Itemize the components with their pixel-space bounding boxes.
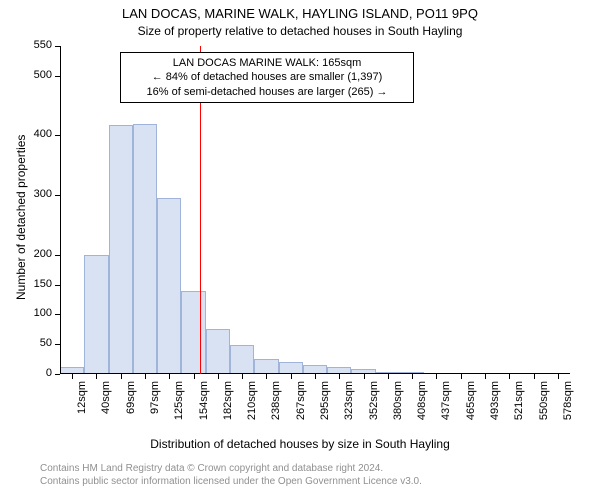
y-tick bbox=[55, 255, 60, 256]
x-tick-label: 125sqm bbox=[173, 381, 185, 426]
x-axis-label: Distribution of detached houses by size … bbox=[0, 437, 600, 451]
x-tick bbox=[315, 374, 316, 379]
y-axis-line bbox=[60, 46, 61, 374]
chart-subtitle: Size of property relative to detached ho… bbox=[0, 24, 600, 38]
x-tick-label: 521sqm bbox=[513, 381, 525, 426]
x-tick bbox=[364, 374, 365, 379]
y-tick bbox=[55, 314, 60, 315]
y-tick-label: 500 bbox=[22, 69, 52, 81]
x-tick bbox=[509, 374, 510, 379]
x-tick bbox=[412, 374, 413, 379]
footer-line: Contains public sector information licen… bbox=[40, 476, 422, 489]
x-tick-label: 408sqm bbox=[416, 381, 428, 426]
x-tick-label: 578sqm bbox=[562, 381, 574, 426]
chart-title: LAN DOCAS, MARINE WALK, HAYLING ISLAND, … bbox=[0, 6, 600, 21]
y-tick-label: 300 bbox=[22, 188, 52, 200]
y-tick bbox=[55, 195, 60, 196]
x-tick-label: 323sqm bbox=[343, 381, 355, 426]
x-tick-label: 69sqm bbox=[125, 381, 137, 426]
y-tick-label: 550 bbox=[22, 39, 52, 51]
x-tick-label: 380sqm bbox=[392, 381, 404, 426]
x-tick bbox=[339, 374, 340, 379]
histogram-bar bbox=[109, 125, 133, 374]
y-tick bbox=[55, 344, 60, 345]
y-tick-label: 150 bbox=[22, 278, 52, 290]
y-tick bbox=[55, 46, 60, 47]
x-tick bbox=[558, 374, 559, 379]
x-tick bbox=[461, 374, 462, 379]
x-tick bbox=[145, 374, 146, 379]
x-tick-label: 550sqm bbox=[538, 381, 550, 426]
histogram-bar bbox=[206, 329, 230, 374]
y-tick-label: 200 bbox=[22, 248, 52, 260]
y-tick bbox=[55, 135, 60, 136]
x-tick-label: 182sqm bbox=[222, 381, 234, 426]
x-tick-label: 437sqm bbox=[440, 381, 452, 426]
histogram-bar bbox=[133, 124, 157, 374]
x-tick bbox=[534, 374, 535, 379]
y-tick-label: 50 bbox=[22, 337, 52, 349]
y-tick-label: 100 bbox=[22, 307, 52, 319]
x-tick bbox=[96, 374, 97, 379]
footer-text: Contains HM Land Registry data © Crown c… bbox=[40, 463, 422, 488]
x-tick-label: 267sqm bbox=[295, 381, 307, 426]
y-tick bbox=[55, 285, 60, 286]
histogram-bar bbox=[84, 255, 108, 374]
x-tick-label: 12sqm bbox=[76, 381, 88, 426]
info-box-line: ← 84% of detached houses are smaller (1,… bbox=[127, 70, 407, 84]
x-tick bbox=[194, 374, 195, 379]
info-box: LAN DOCAS MARINE WALK: 165sqm← 84% of de… bbox=[120, 52, 414, 103]
x-tick bbox=[266, 374, 267, 379]
histogram-bar bbox=[230, 345, 254, 374]
x-tick bbox=[291, 374, 292, 379]
y-axis-label: Number of detached properties bbox=[14, 135, 28, 300]
x-tick-label: 493sqm bbox=[489, 381, 501, 426]
histogram-bar bbox=[181, 291, 205, 374]
x-tick-label: 210sqm bbox=[246, 381, 258, 426]
x-tick-label: 352sqm bbox=[368, 381, 380, 426]
y-tick-label: 400 bbox=[22, 128, 52, 140]
x-tick bbox=[121, 374, 122, 379]
histogram-bar bbox=[157, 198, 181, 374]
info-box-line: 16% of semi-detached houses are larger (… bbox=[127, 85, 407, 99]
x-tick-label: 465sqm bbox=[465, 381, 477, 426]
x-tick bbox=[169, 374, 170, 379]
x-tick bbox=[485, 374, 486, 379]
x-tick-label: 295sqm bbox=[319, 381, 331, 426]
y-tick bbox=[55, 76, 60, 77]
info-box-line: LAN DOCAS MARINE WALK: 165sqm bbox=[127, 56, 407, 70]
histogram-bar bbox=[254, 359, 278, 374]
y-tick bbox=[55, 374, 60, 375]
x-tick-label: 154sqm bbox=[198, 381, 210, 426]
x-tick-label: 40sqm bbox=[100, 381, 112, 426]
y-tick-label: 0 bbox=[22, 367, 52, 379]
x-tick bbox=[72, 374, 73, 379]
x-tick-label: 238sqm bbox=[270, 381, 282, 426]
x-tick-label: 97sqm bbox=[149, 381, 161, 426]
footer-line: Contains HM Land Registry data © Crown c… bbox=[40, 463, 422, 476]
x-tick bbox=[388, 374, 389, 379]
x-tick bbox=[218, 374, 219, 379]
x-tick bbox=[242, 374, 243, 379]
x-tick bbox=[436, 374, 437, 379]
